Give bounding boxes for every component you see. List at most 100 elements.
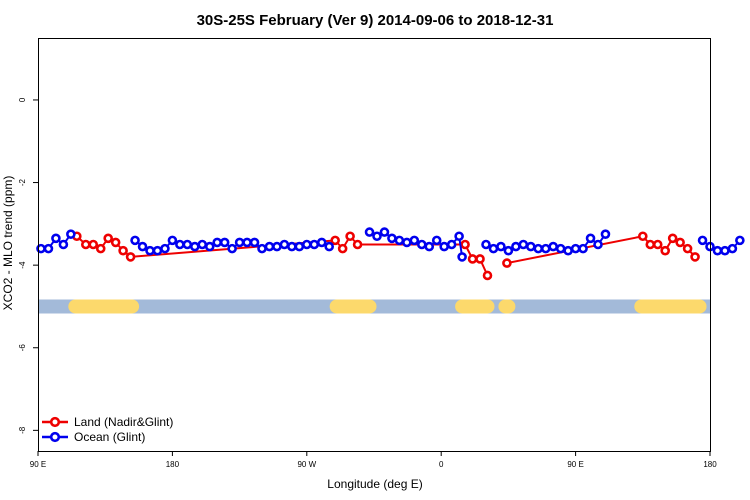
data-point — [402, 237, 412, 248]
data-point — [593, 239, 603, 250]
data-point — [58, 239, 69, 250]
data-point — [637, 231, 648, 242]
data-point — [301, 239, 312, 250]
data-point — [234, 237, 245, 248]
data-point — [294, 241, 305, 252]
data-point — [197, 239, 208, 250]
data-point — [227, 243, 237, 254]
data-point — [645, 239, 656, 250]
y-axis: 0 -2 -4 -6 -8 — [18, 97, 38, 434]
data-point — [272, 241, 282, 252]
data-point — [585, 233, 596, 244]
legend-label: Land (Nadir&Glint) — [74, 415, 173, 429]
data-point — [95, 243, 106, 254]
chart-title: 30S-25S February (Ver 9) 2014-09-06 to 2… — [197, 12, 554, 29]
data-point — [481, 239, 491, 250]
legend-swatch-marker — [49, 416, 61, 428]
data-point — [525, 241, 536, 252]
data-point — [503, 245, 514, 256]
data-point — [167, 235, 178, 246]
data-point — [424, 241, 435, 252]
x-tick-label: 180 — [166, 460, 180, 469]
x-tick-label: 90 W — [297, 460, 316, 469]
data-point — [379, 227, 390, 237]
data-point — [182, 239, 193, 250]
data-point — [316, 237, 327, 248]
data-point — [103, 233, 113, 244]
data-point — [130, 235, 140, 246]
data-point — [712, 245, 723, 256]
y-tick-label: -4 — [18, 261, 27, 269]
data-point — [160, 243, 170, 254]
data-point — [43, 243, 54, 254]
data-point — [511, 241, 521, 252]
data-point — [518, 239, 529, 250]
data-point — [416, 239, 427, 250]
data-point — [219, 237, 230, 248]
legend: Land (Nadir&Glint)Ocean (Glint) — [42, 415, 173, 444]
data-point — [345, 231, 355, 242]
data-point — [88, 239, 99, 250]
legend-label: Ocean (Glint) — [74, 430, 145, 444]
data-point — [460, 239, 470, 250]
data-point — [652, 239, 663, 250]
plot-frame — [38, 38, 711, 452]
data-point — [475, 254, 485, 264]
data-point — [264, 241, 275, 252]
data-point — [457, 252, 467, 262]
data-point — [563, 245, 573, 256]
x-axis-label: Longitude (deg E) — [327, 477, 422, 491]
data-point — [431, 235, 442, 246]
y-axis-label: XCO2 - MLO trend (ppm) — [1, 176, 15, 311]
data-point — [675, 237, 685, 248]
data-point — [287, 241, 297, 252]
data-point — [727, 243, 738, 254]
data-point — [454, 231, 464, 242]
data-point — [697, 235, 708, 246]
y-tick-label: -8 — [18, 426, 27, 434]
data-point — [152, 245, 163, 256]
y-tick-label: -2 — [18, 178, 27, 186]
data-point — [80, 239, 91, 250]
data-point — [364, 227, 375, 237]
data-point — [409, 235, 420, 246]
data-point — [145, 245, 155, 256]
data-point — [600, 229, 611, 239]
data-point — [279, 239, 290, 250]
data-point — [175, 239, 185, 250]
data-point — [439, 241, 449, 252]
data-point — [110, 237, 121, 248]
x-tick-label: 90 E — [30, 460, 46, 469]
data-point — [118, 245, 128, 256]
data-point — [735, 235, 745, 246]
data-point — [394, 235, 405, 246]
data-point — [257, 243, 267, 254]
data-point — [682, 243, 693, 254]
x-tick-label: 180 — [703, 460, 717, 469]
data-point — [337, 243, 348, 254]
data-point — [51, 233, 61, 244]
data-point — [330, 235, 340, 246]
data-point — [352, 239, 363, 250]
data-point — [249, 237, 260, 248]
data-point — [496, 241, 506, 252]
data-point — [212, 237, 222, 248]
data-point — [372, 231, 382, 242]
data-point — [387, 233, 397, 244]
data-point — [66, 229, 76, 239]
data-point — [137, 241, 148, 252]
x-axis: 90 E 180 90 W 0 90 E 180 — [30, 451, 717, 469]
x-tick-label: 0 — [439, 460, 444, 469]
data-point — [502, 258, 512, 268]
data-point — [690, 252, 700, 262]
legend-swatch-marker — [49, 431, 61, 443]
data-point — [467, 254, 478, 264]
data-point — [190, 241, 200, 252]
data-point — [555, 243, 566, 254]
data-point — [667, 233, 678, 244]
data-point — [533, 243, 544, 254]
data-point — [570, 243, 581, 254]
y-tick-label: -6 — [18, 344, 27, 352]
data-point — [720, 245, 730, 256]
